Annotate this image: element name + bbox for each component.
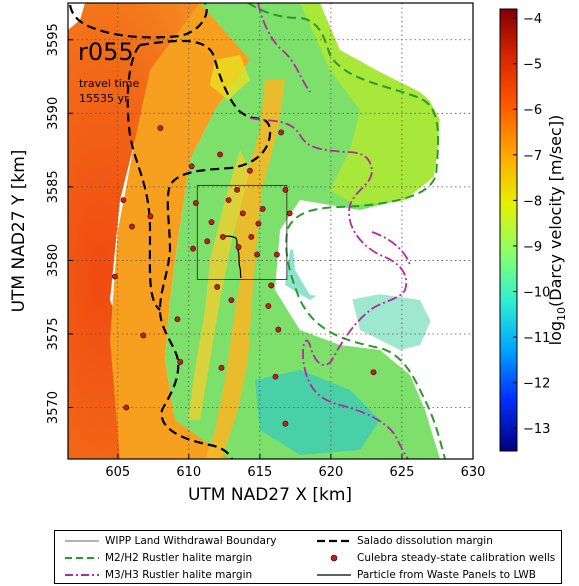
well-marker xyxy=(190,245,196,252)
x-tick-label: 615 xyxy=(247,465,272,480)
well-marker xyxy=(255,220,262,227)
colorbar-label: log10(Darcy velocity [m/sec]) xyxy=(546,115,568,346)
colorbar-tick-label: −11 xyxy=(523,331,550,346)
high-velocity-region xyxy=(68,3,230,459)
well-marker xyxy=(147,213,154,220)
colorbar-tick-label: −10 xyxy=(523,286,550,301)
darcy-velocity-field xyxy=(68,3,473,459)
y-tick-label: 3570 xyxy=(46,391,61,424)
colorbar-tick-label: −8 xyxy=(523,194,542,209)
m2h2-rustler-margin xyxy=(247,3,446,459)
well-marker xyxy=(157,125,164,131)
purple-dashdot-line-icon xyxy=(65,574,99,576)
legend-particle: Particle from Waste Panels to LWB xyxy=(317,567,536,583)
legend-m2h2: M2/H2 Rustler halite margin xyxy=(65,550,252,566)
well-marker xyxy=(217,151,223,158)
x-tick-label: 610 xyxy=(176,465,201,480)
y-tick-label: 3590 xyxy=(46,97,61,130)
well-marker xyxy=(282,186,289,193)
well-marker xyxy=(228,297,235,304)
legend: WIPP Land Withdrawal Boundary M2/H2 Rust… xyxy=(54,530,562,584)
well-marker xyxy=(286,210,293,217)
colorbar-tick-label: −4 xyxy=(523,12,542,27)
well-marker xyxy=(218,364,225,371)
colorbar-tick-label: −7 xyxy=(523,149,542,164)
green-dashed-line-icon xyxy=(65,557,99,559)
well-marker xyxy=(265,303,272,309)
well-marker xyxy=(282,420,289,427)
well-marker xyxy=(254,251,260,258)
calibration-wells xyxy=(111,125,377,427)
colorbar-tick-label: −13 xyxy=(523,422,550,437)
wipp-land-withdrawal-boundary xyxy=(196,184,288,280)
colorbar-ticks: −4 −5 −6 −7 −8 −9 −10 −11 −12 −13 xyxy=(513,12,550,437)
well-marker xyxy=(174,316,181,323)
well-marker xyxy=(248,233,255,240)
well-marker xyxy=(140,332,147,339)
legend-wipp: WIPP Land Withdrawal Boundary xyxy=(65,533,277,549)
well-marker xyxy=(272,373,279,380)
black-dashed-line-icon xyxy=(317,539,351,543)
well-marker xyxy=(188,163,195,170)
well-marker xyxy=(273,251,280,258)
well-marker xyxy=(225,197,232,204)
well-marker xyxy=(259,206,266,212)
well-marker xyxy=(370,369,377,376)
legend-wells: Culebra steady-state calibration wells xyxy=(317,550,555,566)
well-marker xyxy=(239,210,246,217)
well-marker xyxy=(208,219,215,226)
y-axis-ticks: 3570 3575 3580 3585 3590 3595 xyxy=(46,23,73,424)
well-marker xyxy=(177,359,184,365)
well-marker xyxy=(123,404,130,411)
colorbar-tick-label: −5 xyxy=(523,58,542,73)
y-tick-label: 3585 xyxy=(46,170,61,203)
y-tick-label: 3595 xyxy=(46,23,61,56)
x-tick-label: 620 xyxy=(318,465,343,480)
y-tick-label: 3580 xyxy=(46,244,61,277)
x-tick-label: 630 xyxy=(461,465,486,480)
y-axis-label: UTM NAD27 Y [km] xyxy=(9,150,29,313)
salado-dissolution-margin xyxy=(68,3,272,459)
travel-time-value: 15535 yr xyxy=(79,92,129,105)
well-marker xyxy=(275,326,282,333)
grid xyxy=(68,3,473,459)
thin-line-icon xyxy=(65,540,99,542)
well-marker xyxy=(204,238,211,245)
well-marker xyxy=(268,282,275,289)
low-velocity-patch xyxy=(255,370,380,455)
m3h3-rustler-margin xyxy=(249,3,411,459)
well-marker xyxy=(246,167,253,174)
high-velocity-channel xyxy=(205,80,285,459)
red-dot-icon xyxy=(330,554,338,562)
x-tick-label: 605 xyxy=(105,465,130,480)
black-line-icon xyxy=(317,574,351,576)
x-axis-label: UTM NAD27 X [km] xyxy=(188,485,352,505)
well-marker xyxy=(214,283,221,290)
x-tick-label: 625 xyxy=(390,465,415,480)
well-marker xyxy=(120,197,127,204)
colorbar xyxy=(499,8,518,452)
well-marker xyxy=(219,233,226,240)
well-marker xyxy=(235,244,242,251)
colorbar-tick-label: −9 xyxy=(523,240,542,255)
travel-time-label: travel time xyxy=(79,77,139,90)
well-marker xyxy=(129,223,135,230)
plot-frame xyxy=(67,2,474,460)
well-marker xyxy=(278,129,285,136)
x-axis-ticks: 605 610 615 620 625 630 xyxy=(105,454,485,480)
run-label: r055 xyxy=(78,38,134,66)
well-marker xyxy=(234,186,241,193)
y-tick-label: 3575 xyxy=(46,317,61,350)
well-marker xyxy=(111,273,118,280)
well-marker xyxy=(192,200,199,206)
colorbar-tick-label: −6 xyxy=(523,103,542,118)
legend-salado: Salado dissolution margin xyxy=(317,533,493,549)
legend-m3h3: M3/H3 Rustler halite margin xyxy=(65,567,252,583)
colorbar-tick-label: −12 xyxy=(523,377,550,392)
